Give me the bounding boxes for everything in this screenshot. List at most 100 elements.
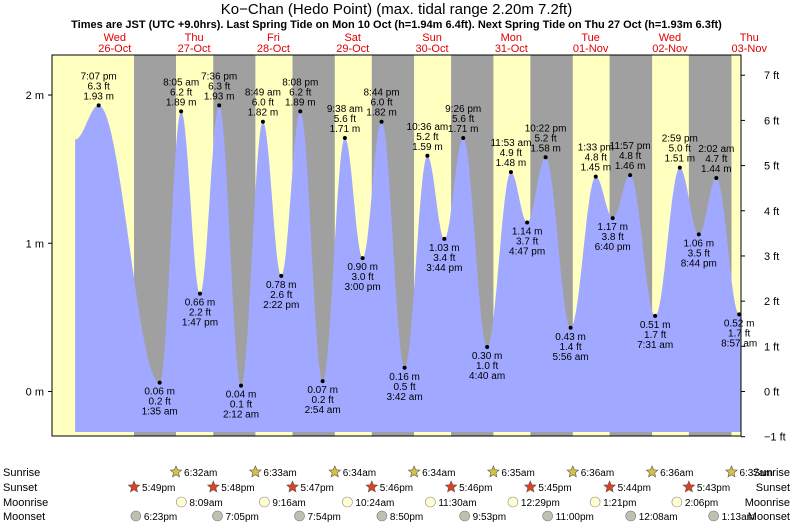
tide-point-low — [485, 345, 490, 350]
tide-label-line: 1.46 m — [615, 161, 646, 172]
tide-point-high — [342, 136, 347, 141]
tide-label-line: 6.3 ft — [208, 81, 230, 92]
sunrise-icon — [248, 465, 262, 478]
tide-label-line: 0.90 m — [347, 262, 378, 273]
day-header-dow: Thu — [740, 32, 759, 44]
day-header-date: 29-Oct — [336, 43, 369, 55]
tide-label-line: 1.93 m — [204, 91, 235, 102]
tide-label-line: 4.8 ft — [619, 151, 641, 162]
tide-label-line: 0.06 m — [144, 387, 175, 398]
day-header-dow: Sun — [422, 32, 442, 44]
tide-label-line: 1.89 m — [285, 97, 316, 108]
tide-label-line: 0.1 ft — [230, 400, 252, 411]
moonrise-icon — [259, 496, 270, 508]
tide-label-line: 0.66 m — [185, 298, 216, 309]
tide-label-line: 11:57 pm — [610, 141, 651, 152]
day-header-dow: Mon — [501, 32, 522, 44]
tide-label-line: 10:22 pm — [525, 123, 567, 134]
day-header-date: 26-Oct — [98, 43, 131, 55]
tide-label-line: 1.93 m — [83, 91, 114, 102]
tide-label-low: 0.78 m2.6 ft2:22 pm — [263, 280, 299, 311]
moonset-time: 7:54pm — [308, 512, 341, 523]
tide-label-line: 1:33 pm — [578, 143, 614, 154]
sunset-time: 5:49pm — [142, 483, 175, 494]
astro-row-label-right: Sunrise — [753, 467, 790, 479]
tide-label-line: 1.82 m — [366, 108, 397, 119]
tide-label-line: 6.2 ft — [289, 87, 311, 98]
tide-point-low — [157, 380, 162, 385]
moonset-time: 6:23pm — [144, 512, 177, 523]
sunset-time: 5:45pm — [538, 483, 571, 494]
day-header-date: 03-Nov — [732, 43, 768, 55]
tide-point-low — [279, 273, 284, 278]
sunset-icon — [206, 480, 220, 493]
tide-label-low: 1.17 m3.8 ft6:40 pm — [595, 222, 631, 253]
tide-label-line: 7:36 pm — [201, 71, 237, 82]
day-band-3 — [334, 55, 372, 436]
right-tick-label: 5 ft — [764, 161, 779, 173]
sunset-icon — [286, 480, 299, 493]
tide-label-line: 0.30 m — [472, 351, 503, 362]
tide-point-high — [593, 174, 598, 179]
tide-label-line: 2:59 pm — [662, 134, 698, 145]
tide-label-low: 0.52 m1.7 ft8:57 am — [721, 318, 757, 349]
day-header-dow: Wed — [659, 32, 681, 44]
moonset-time: 1:13am — [722, 512, 755, 523]
sunrise-time: 6:33am — [263, 468, 296, 479]
tide-label-line: 8:57 am — [721, 338, 757, 349]
moonset-icon — [294, 510, 305, 522]
right-tick-label: 2 ft — [764, 296, 779, 308]
day-header-date: 28-Oct — [257, 43, 290, 55]
tide-label-line: 4:40 am — [469, 371, 505, 382]
left-tick-label: 1 m — [26, 238, 44, 250]
moonrise-icon — [671, 496, 683, 508]
tide-point-low — [239, 383, 244, 388]
moonset-time: 7:05pm — [225, 512, 258, 523]
left-tick-label: 2 m — [26, 90, 44, 102]
tide-label-line: 5.6 ft — [452, 114, 474, 125]
tide-label-line: 5.6 ft — [334, 114, 356, 125]
tide-point-high — [714, 176, 719, 181]
tide-label-high: 7:36 pm6.3 ft1.93 m — [201, 71, 237, 102]
sunrise-icon — [566, 465, 580, 478]
tide-label-line: 2:02 am — [698, 144, 734, 155]
tide-label-high: 11:57 pm4.8 ft1.46 m — [610, 141, 651, 172]
sunset-time: 5:48pm — [221, 483, 254, 494]
tide-label-line: 1.82 m — [248, 108, 279, 119]
tide-label-line: 1.44 m — [701, 164, 732, 175]
sunset-icon — [603, 480, 617, 493]
tide-label-line: 2:54 am — [305, 405, 341, 416]
sunrise-icon — [328, 465, 342, 478]
tide-label-low: 0.90 m3.0 ft3:00 pm — [345, 262, 381, 293]
moonrise-icon — [589, 496, 601, 508]
tide-point-high — [461, 136, 466, 141]
tide-point-low — [610, 216, 615, 221]
sunrise-icon — [486, 465, 500, 478]
tide-label-line: 1.4 ft — [559, 342, 581, 353]
tide-point-high — [628, 173, 633, 178]
tide-label-high: 2:02 am4.7 ft1.44 m — [698, 144, 734, 175]
tide-label-low: 0.43 m1.4 ft5:56 am — [553, 332, 589, 363]
tide-label-line: 1.14 m — [512, 227, 543, 238]
sunrise-time: 6:35am — [501, 468, 534, 479]
day-header-dow: Wed — [104, 32, 126, 44]
moonset-icon — [625, 510, 637, 522]
tide-label-line: 3.0 ft — [352, 272, 374, 283]
tide-label-line: 0.04 m — [226, 390, 257, 401]
tide-label-high: 8:05 am6.2 ft1.89 m — [163, 77, 199, 108]
day-band-4 — [414, 55, 452, 436]
tide-label-line: 4.9 ft — [500, 148, 522, 159]
sunrise-time: 6:37am — [739, 468, 772, 479]
right-tick-label: 3 ft — [764, 251, 779, 263]
tide-label-line: 8:44 pm — [363, 88, 399, 99]
tide-label-line: 0.51 m — [640, 320, 671, 331]
tide-label-line: 1.59 m — [412, 142, 443, 153]
tide-label-line: 1.7 ft — [644, 330, 666, 341]
astro-row-label-left: Moonrise — [3, 497, 48, 509]
sunset-time: 5:46pm — [459, 483, 492, 494]
day-header-date: 01-Nov — [573, 43, 609, 55]
tide-label-line: 5.2 ft — [534, 133, 556, 144]
sunrise-time: 6:32am — [184, 468, 217, 479]
tide-label-high: 2:59 pm5.0 ft1.51 m — [662, 134, 698, 165]
day-header-dow: Sat — [344, 32, 361, 44]
